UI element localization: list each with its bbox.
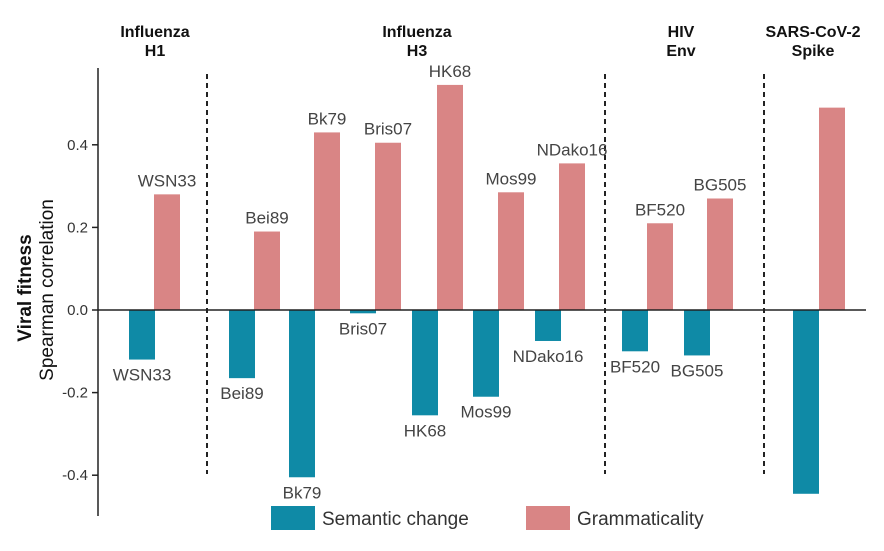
bar-semantic-change [229, 310, 255, 379]
bar-grammaticality [559, 163, 585, 310]
group-title: HIV Env [666, 24, 695, 60]
bar-semantic-change [793, 310, 819, 494]
bar-label-semantic-change: Bei89 [220, 384, 263, 403]
y-tick-label: 0.0 [67, 302, 88, 319]
y-axis: 0.4 0.2 0.0 -0.2 -0.4 [62, 68, 99, 516]
y-tick-label: -0.2 [62, 385, 88, 402]
bar-grammaticality [254, 231, 280, 310]
bar-label-grammaticality: WSN33 [138, 171, 197, 190]
bar-grammaticality [647, 223, 673, 310]
bar-semantic-change [473, 310, 499, 397]
legend-swatch-grammar [526, 506, 570, 530]
bar-semantic-change [289, 310, 315, 478]
bar-semantic-change [684, 310, 710, 356]
y-axis-title: Spearman correlation [37, 199, 58, 381]
bar-label-grammaticality: BF520 [635, 200, 685, 219]
y-tick-label: 0.2 [67, 219, 88, 236]
bar-semantic-change [412, 310, 438, 416]
bar-semantic-change [622, 310, 648, 352]
bar-label-semantic-change: HK68 [404, 421, 447, 440]
group-title: Influenza H3 [382, 24, 451, 60]
bar-label-semantic-change: WSN33 [113, 366, 172, 385]
bar-label-semantic-change: BG505 [671, 361, 724, 380]
legend-label-semantic: Semantic change [322, 509, 469, 530]
legend: Semantic change Grammaticality [271, 506, 704, 530]
bar-grammaticality [498, 192, 524, 310]
legend-label-grammar: Grammaticality [577, 509, 704, 530]
y-axis-title: Viral fitness Spearman correlation [15, 199, 58, 381]
bar-label-semantic-change: Mos99 [460, 403, 511, 422]
bar-label-semantic-change: NDako16 [513, 347, 584, 366]
bar-grammaticality [707, 198, 733, 310]
bar-labels: WSN33 WSN33 Bei89 Bei89 Bk79 Bk79 Bris07 Bris07… [113, 62, 747, 502]
y-axis-title-bold: Viral fitness [15, 234, 36, 341]
y-tick-label: -0.4 [62, 467, 88, 484]
bar-label-grammaticality: Mos99 [485, 169, 536, 188]
bar-label-grammaticality: NDako16 [537, 140, 608, 159]
bar-semantic-change [129, 310, 155, 360]
bar-label-grammaticality: HK68 [429, 62, 472, 81]
bar-semantic-change [350, 310, 376, 314]
bar-grammaticality [437, 84, 463, 310]
bar-grammaticality [314, 132, 340, 310]
bar-label-semantic-change: BF520 [610, 357, 660, 376]
group-title: SARS-CoV-2 Spike [765, 24, 860, 60]
bar-grammaticality [154, 194, 180, 310]
bar-label-semantic-change: Bris07 [339, 319, 387, 338]
bar-grammaticality [375, 142, 401, 310]
bar-label-grammaticality: Bris07 [364, 120, 412, 139]
group-dividers [206, 74, 765, 474]
bar-semantic-change [535, 310, 561, 341]
bar-label-grammaticality: Bei89 [245, 209, 288, 228]
legend-swatch-semantic [271, 506, 315, 530]
group-title: Influenza H1 [120, 24, 189, 60]
y-tick-label: 0.4 [67, 137, 88, 154]
bar-grammaticality [819, 107, 845, 310]
bar-label-grammaticality: Bk79 [308, 109, 347, 128]
bar-label-grammaticality: BG505 [694, 175, 747, 194]
bar-label-semantic-change: Bk79 [283, 483, 322, 502]
group-titles: Influenza H1 Influenza H3 HIV Env SARS-CoV-2 Sp… [120, 24, 860, 60]
bars [98, 84, 866, 494]
